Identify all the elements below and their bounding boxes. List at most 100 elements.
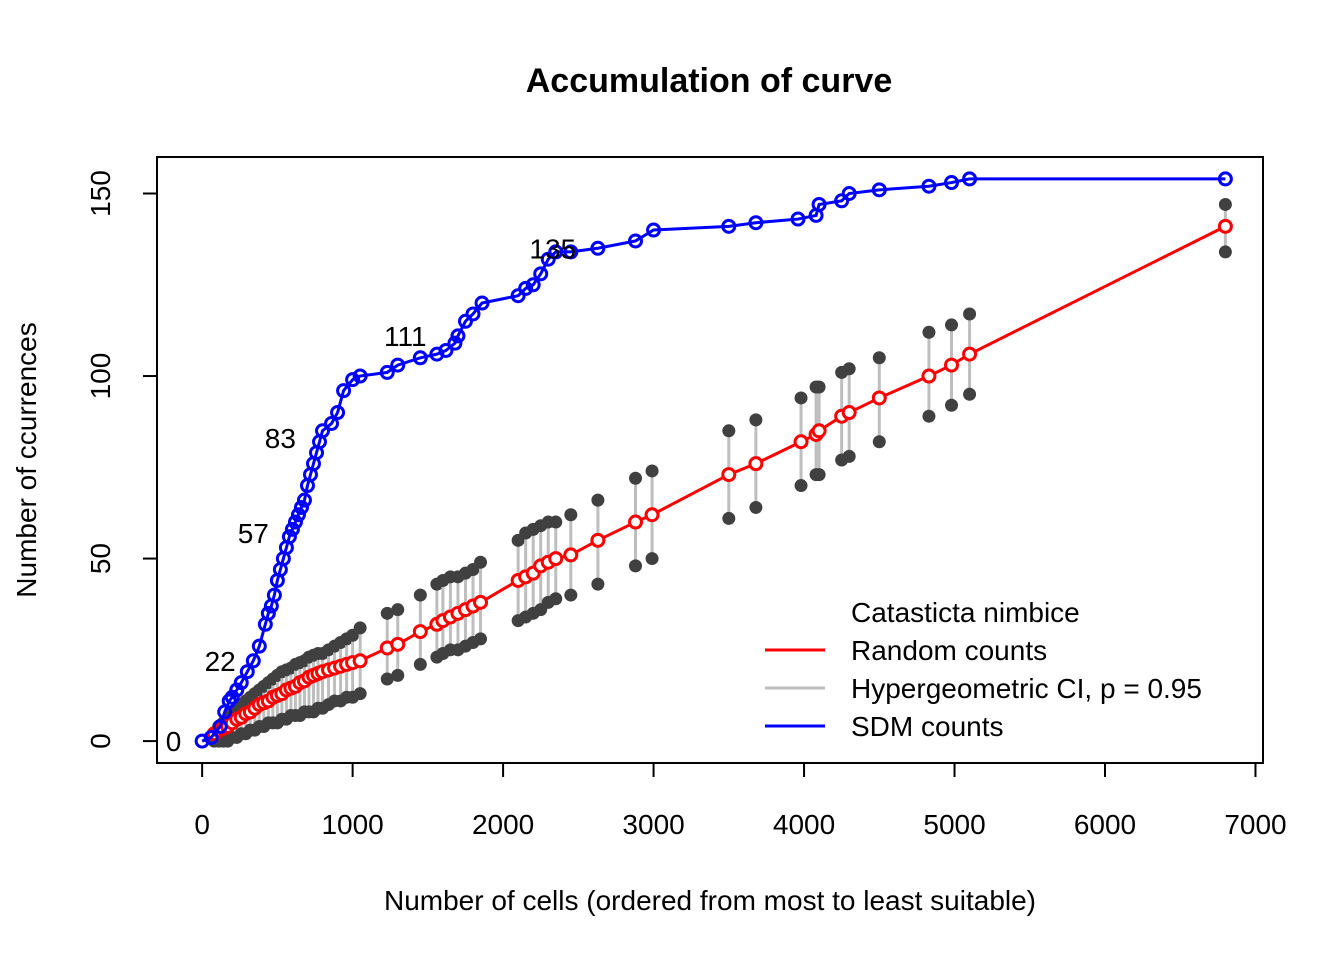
random-point (793, 434, 809, 450)
sdm-point (962, 171, 978, 187)
sdm-point (944, 175, 960, 191)
x-axis-label: Number of cells (ordered from most to le… (384, 885, 1036, 916)
annotation-label: 22 (205, 646, 236, 677)
annotation-label: 111 (384, 321, 427, 352)
sdm-point (563, 244, 579, 260)
legend-title: Catasticta nimbice (851, 597, 1080, 628)
sdm-point (841, 186, 857, 202)
random-point (473, 594, 489, 610)
ci-upper-point (749, 413, 763, 427)
annotation-label: 83 (265, 423, 296, 454)
sdm-point (330, 405, 346, 421)
ci-lower-point (391, 668, 405, 682)
x-tick-label: 1000 (321, 809, 383, 840)
random-point (748, 456, 764, 472)
sdm-point (336, 383, 352, 399)
ci-lower-point (645, 552, 659, 566)
sdm-series-layer (194, 171, 1233, 749)
sdm-point (203, 729, 219, 745)
ci-lower-point (794, 479, 808, 493)
ci-lower-point (591, 577, 605, 591)
random-point (628, 514, 644, 530)
ci-lower-point (1218, 245, 1232, 259)
ci-upper-point (922, 325, 936, 339)
sdm-point (281, 529, 297, 545)
ci-upper-point (722, 424, 736, 438)
y-tick-label: 50 (85, 543, 116, 574)
ci-upper-point (564, 508, 578, 522)
random-point (352, 653, 368, 669)
sdm-point (871, 182, 887, 198)
sdm-point (465, 306, 481, 322)
x-tick-label: 4000 (773, 809, 835, 840)
ci-lower-point (353, 687, 367, 701)
sdm-point (518, 280, 534, 296)
ci-upper-point (391, 603, 405, 617)
sdm-point (233, 675, 249, 691)
ci-layer (207, 197, 1232, 748)
random-point (590, 532, 606, 548)
sdm-point (296, 492, 312, 508)
ci-upper-point (474, 555, 488, 569)
ci-upper-point (842, 362, 856, 376)
ci-lower-point (564, 588, 578, 602)
ci-lower-point (749, 500, 763, 514)
x-axis: 0 1000 2000 3000 4000 5000 6000 7000 (194, 762, 1287, 840)
y-axis: 0 50 100 150 (85, 170, 158, 749)
chart-title: Accumulation of curve (526, 62, 893, 100)
ci-upper-point (629, 471, 643, 485)
sdm-point (212, 718, 228, 734)
sdm-point (1217, 171, 1233, 187)
random-point (841, 405, 857, 421)
x-tick-label: 3000 (622, 809, 684, 840)
annotation-label: 0 (166, 726, 182, 757)
sdm-point (533, 266, 549, 282)
ci-upper-point (945, 318, 959, 332)
y-tick-label: 150 (85, 170, 116, 217)
annotation-layer: 0 22 57 83 111 135 (166, 233, 576, 757)
ci-upper-point (413, 588, 427, 602)
sdm-point (646, 222, 662, 238)
sdm-point (390, 357, 406, 373)
sdm-point (245, 653, 261, 669)
random-point (1217, 218, 1233, 234)
ci-lower-point (474, 632, 488, 646)
legend-label-sdm: SDM counts (851, 711, 1004, 742)
random-point (944, 357, 960, 373)
random-point (721, 467, 737, 483)
sdm-point (921, 178, 937, 194)
sdm-point (266, 587, 282, 603)
sdm-point (811, 196, 827, 212)
annotation-label: 57 (238, 518, 269, 549)
random-point (962, 346, 978, 362)
sdm-point (628, 233, 644, 249)
random-point (548, 551, 564, 567)
ci-upper-point (963, 307, 977, 321)
ci-upper-point (872, 351, 886, 365)
random-point (921, 368, 937, 384)
random-point (412, 624, 428, 640)
random-point (811, 423, 827, 439)
sdm-point (590, 240, 606, 256)
sdm-point (293, 499, 309, 515)
ci-lower-point (812, 468, 826, 482)
annotation-label: 135 (529, 233, 576, 264)
y-tick-label: 100 (85, 353, 116, 400)
y-axis-label: Number of ccurrences (11, 322, 42, 597)
ci-lower-point (945, 398, 959, 412)
sdm-point (790, 211, 806, 227)
sdm-point (379, 364, 395, 380)
ci-upper-point (1218, 197, 1232, 211)
x-tick-label: 6000 (1074, 809, 1136, 840)
ci-lower-point (549, 592, 563, 606)
ci-upper-point (812, 380, 826, 394)
sdm-point (345, 372, 361, 388)
sdm-point (239, 664, 255, 680)
ci-lower-point (872, 435, 886, 449)
random-point (563, 547, 579, 563)
ci-lower-point (722, 511, 736, 525)
ci-upper-point (549, 515, 563, 529)
random-point (644, 507, 660, 523)
sdm-point (548, 244, 564, 260)
